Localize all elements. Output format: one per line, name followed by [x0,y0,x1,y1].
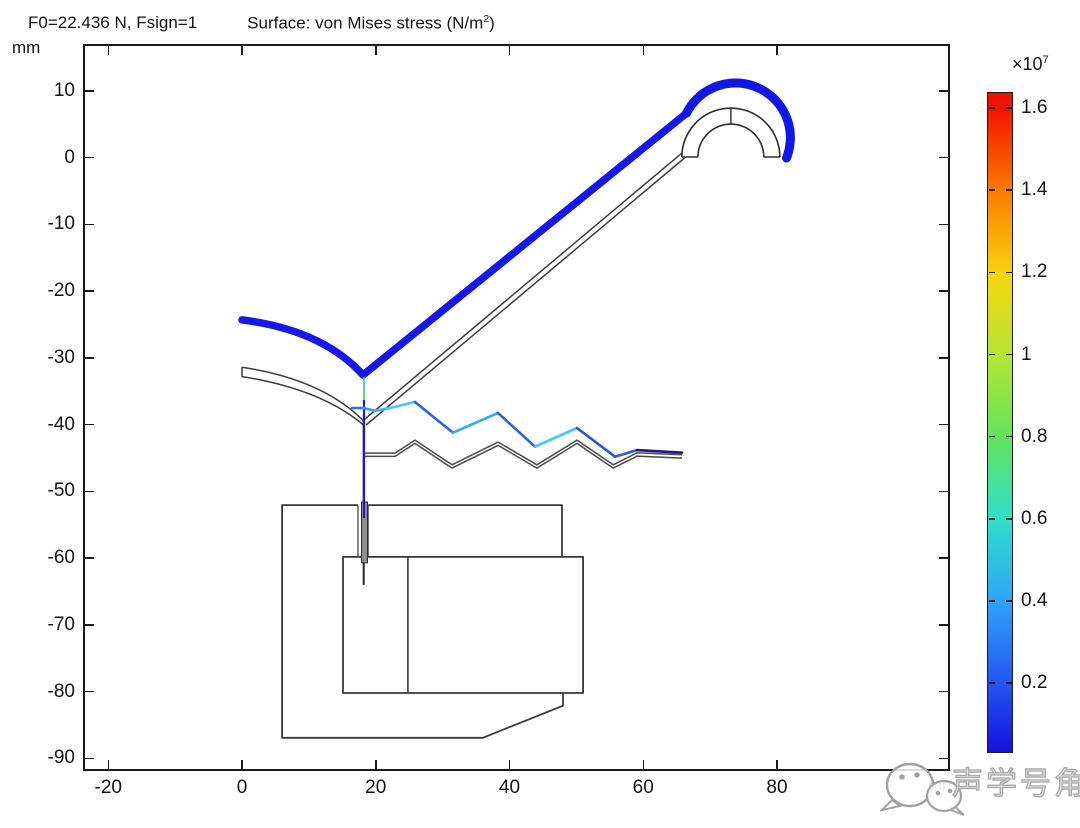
x-tick-mark [107,760,109,769]
colorbar-tick-mark [988,107,995,109]
colorbar-tick-mark [988,353,995,356]
plot-title-superscript: 2 [483,13,490,25]
y-tick-label: -50 [47,480,75,502]
x-tick-label: 60 [632,777,654,798]
colorbar-tick-mark [988,682,995,684]
y-tick-mark-right [939,624,948,626]
y-tick-label: -90 [47,747,75,769]
x-tick-mark [241,760,243,769]
colorbar-tick-mark [988,435,995,438]
watermark-text: 声学号角 [951,765,1080,801]
x-tick-mark-top [508,46,511,55]
y-tick-mark [85,690,94,693]
colorbar-tick-mark-right [1005,189,1012,191]
y-axis-unit-label: mm [12,38,41,57]
y-tick-mark-right [939,757,948,760]
x-tick-mark [776,760,778,769]
colorbar-tick-label: 1.4 [1021,179,1048,201]
y-tick-mark [85,223,94,226]
colorbar-tick-mark-right [1005,682,1012,684]
y-tick-mark [85,156,94,159]
y-tick-label: 0 [64,146,75,168]
colorbar-tick-mark [988,271,995,274]
y-tick-mark [85,624,94,626]
colorbar-tick-mark [988,600,995,602]
y-tick-label: -10 [47,213,75,235]
y-tick-label: -30 [47,346,75,368]
x-tick-mark-top [776,46,778,55]
colorbar-tick-mark [988,189,995,191]
y-tick-label: -20 [47,280,75,302]
colorbar-tick-mark-right [1005,435,1012,438]
x-tick-mark-top [241,46,243,55]
x-tick-mark [375,760,377,769]
y-tick-mark-right [939,690,948,693]
y-tick-mark [85,757,94,760]
y-tick-mark [85,423,94,426]
colorbar-tick-mark-right [1005,600,1012,602]
y-tick-label: -70 [47,613,75,635]
x-tick-label: 80 [766,777,788,798]
x-tick-label: 0 [236,777,248,798]
colorbar-tick-mark-right [1005,353,1012,356]
colorbar [987,92,1013,753]
y-tick-label: 10 [53,79,75,101]
y-tick-label: -40 [47,413,75,435]
colorbar-tick-label: 0.8 [1021,425,1048,447]
y-tick-label: -80 [47,680,75,702]
y-tick-mark-right [939,357,948,359]
y-tick-mark-right [939,90,948,92]
y-tick-mark-right [939,490,948,493]
colorbar-multiplier: ×107 [1012,54,1049,74]
colorbar-tick-label: 0.2 [1021,672,1048,694]
y-tick-label: -60 [47,547,75,569]
colorbar-tick-mark-right [1005,271,1012,274]
x-tick-mark-top [642,46,644,55]
colorbar-tick-label: 1.2 [1021,261,1048,283]
colorbar-tick-mark-right [1005,518,1012,520]
colorbar-tick-label: 0.6 [1021,507,1048,529]
colorbar-tick-label: 0.4 [1021,589,1048,611]
y-tick-mark-right [939,223,948,226]
y-tick-mark [85,357,94,359]
y-tick-mark-right [939,156,948,159]
x-tick-mark [642,760,644,769]
colorbar-tick-label: 1 [1021,343,1032,365]
y-tick-mark [85,557,94,559]
parameter-label: F0=22.436 N, Fsign=1 [28,13,198,32]
x-tick-mark-top [107,46,109,55]
plot-area[interactable] [83,44,950,771]
y-tick-mark [85,290,94,292]
colorbar-tick-label: 1.6 [1021,97,1048,119]
x-tick-label: -20 [94,777,122,798]
y-tick-mark-right [939,290,948,292]
plot-title-suffix: ) [489,13,495,33]
plot-title: Surface: von Mises stress (N/m2) [247,13,495,34]
x-tick-label: 20 [365,777,387,798]
x-tick-mark-top [375,46,377,55]
y-tick-mark [85,490,94,493]
colorbar-tick-mark-right [1005,107,1012,109]
x-axis-unit-label: mm [928,776,957,795]
x-tick-mark [508,760,511,769]
colorbar-tick-mark [988,518,995,520]
y-tick-mark-right [939,423,948,426]
y-tick-mark [85,90,94,92]
y-tick-mark-right [939,557,948,559]
x-tick-label: 40 [498,777,521,798]
plot-title-text: Surface: von Mises stress (N/m [247,13,484,33]
